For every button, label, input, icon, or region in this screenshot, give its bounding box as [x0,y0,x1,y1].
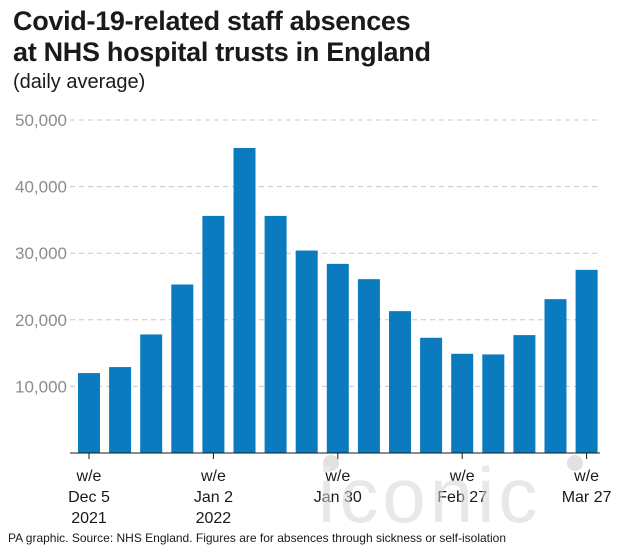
bar-2 [140,334,163,453]
x-tick-label-line: 2021 [71,510,107,527]
bar-13 [482,354,505,453]
x-tick-label-line: Jan 30 [314,489,362,506]
bar-7 [295,250,318,453]
x-tick-label-line: w/e [324,468,350,485]
bar-14 [513,335,536,453]
x-tick-label-line: w/e [76,468,102,485]
bar-15 [544,299,567,453]
bar-1 [109,367,132,453]
bar-8 [326,263,349,453]
bar-5 [233,147,256,454]
x-tick-labels: w/e Dec 5 2021 w/e Jan 2 2022 w/e Jan 30 w/e Feb … [68,468,611,527]
bar-10 [389,311,411,453]
x-tick-label: w/e Jan 30 [314,468,362,506]
y-tick-label: 20,000 [15,311,67,330]
bar-11 [420,337,443,453]
bar-3 [171,284,194,453]
bar-6 [264,215,287,453]
x-tick-label: w/e Feb 27 [437,468,487,506]
x-tick-label: w/e Jan 2 2022 [194,468,233,527]
x-tick-marks [88,453,588,459]
y-tick-labels: 10,000 20,000 30,000 40,000 50,000 [15,111,67,396]
chart-title-line-2: at NHS hospital trusts in England [13,37,431,67]
chart-subtitle: (daily average) [13,71,146,93]
chart-title-line-1: Covid-19-related staff absences [13,6,411,36]
x-tick-label-line: Feb 27 [437,489,487,506]
x-tick-label-line: w/e [449,468,475,485]
x-tick-label: w/e Dec 5 2021 [68,468,110,527]
source-footer: PA graphic. Source: NHS England. Figures… [8,531,507,545]
bar-9 [357,279,380,453]
x-tick-label-line: w/e [573,468,599,485]
bar-16 [575,269,598,453]
bar-4 [202,215,225,453]
watermark: iconic [318,451,583,539]
watermark-dot-right [567,455,583,471]
bar-12 [451,353,474,453]
bar-0 [78,373,100,453]
x-tick-label-line: Dec 5 [68,489,110,506]
x-tick-label-line: w/e [200,468,226,485]
x-tick-label-line: Jan 2 [194,489,233,506]
watermark-dot-left [323,455,339,471]
watermark-text: iconic [318,451,541,539]
y-tick-label: 50,000 [15,111,67,130]
x-tick-label-line: Mar 27 [562,489,612,506]
x-tick-label-line: 2022 [196,510,232,527]
chart-title: Covid-19-related staff absences at NHS h… [13,6,613,68]
y-tick-label: 30,000 [15,244,67,263]
y-tick-label: 10,000 [15,377,67,396]
y-tick-label: 40,000 [15,178,67,197]
x-tick-label: w/e Mar 27 [562,468,612,506]
bars [78,147,598,454]
